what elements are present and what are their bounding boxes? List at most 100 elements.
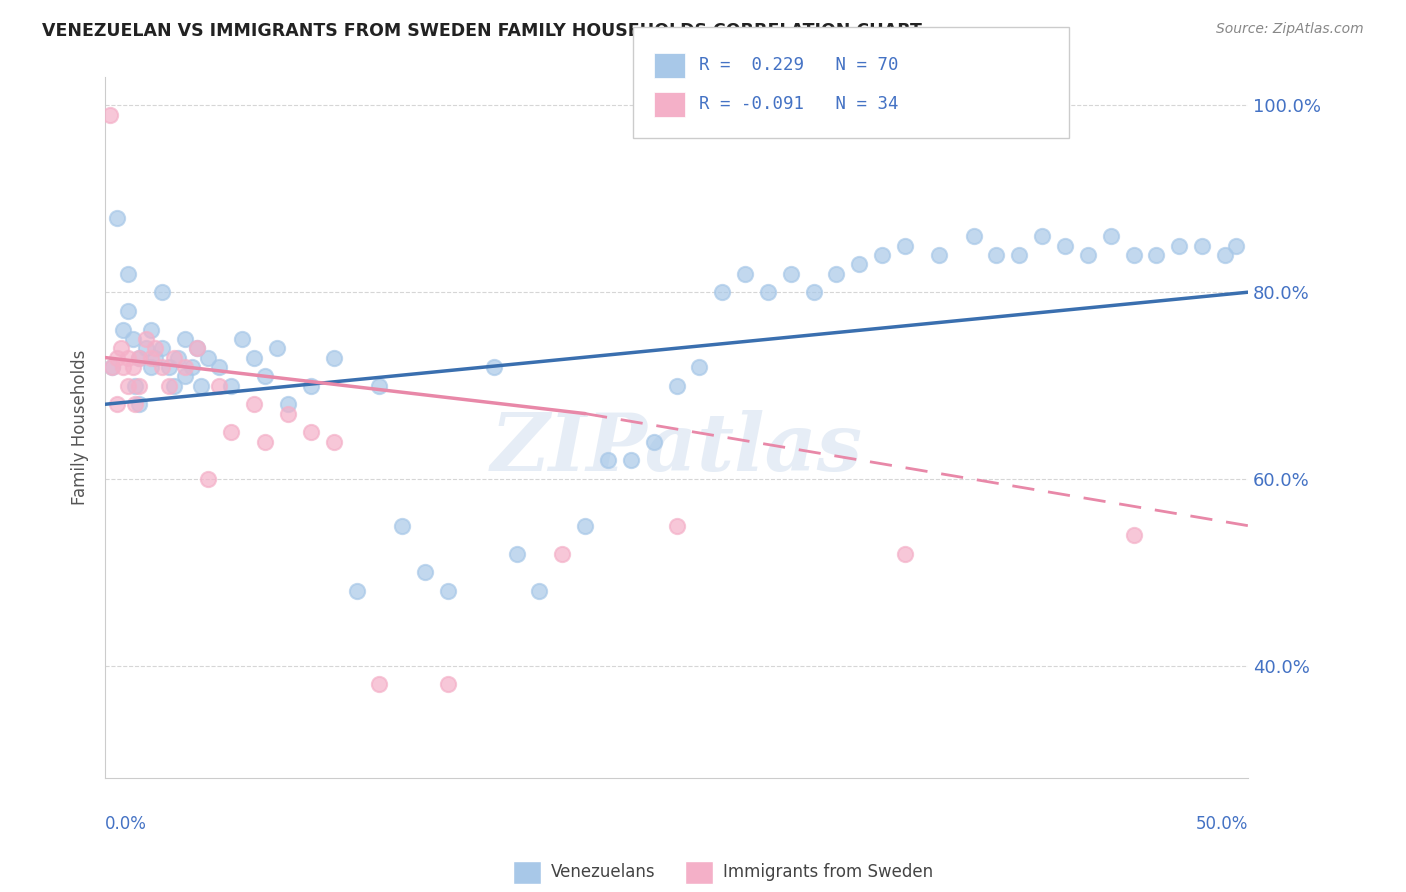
Point — [574, 518, 596, 533]
Point — [190, 378, 212, 392]
Text: Immigrants from Sweden: Immigrants from Sweden — [723, 863, 932, 881]
Point — [242, 351, 264, 365]
Point — [150, 359, 173, 374]
Point — [1144, 248, 1167, 262]
Point — [157, 359, 180, 374]
Point — [711, 285, 734, 300]
Point — [254, 369, 277, 384]
Point — [437, 677, 460, 691]
Point — [208, 359, 231, 374]
Point — [779, 267, 801, 281]
Point — [167, 351, 190, 365]
Point — [181, 359, 204, 374]
Point — [825, 267, 848, 281]
Point — [174, 369, 197, 384]
Point — [135, 341, 157, 355]
Point — [620, 453, 643, 467]
Point — [101, 359, 124, 374]
Point — [1031, 229, 1053, 244]
Point — [413, 566, 436, 580]
Point — [110, 341, 132, 355]
Point — [266, 341, 288, 355]
Point — [986, 248, 1008, 262]
Point — [128, 351, 150, 365]
Point — [870, 248, 893, 262]
Point — [734, 267, 756, 281]
Point — [117, 267, 139, 281]
Point — [322, 434, 344, 449]
Text: R =  0.229   N = 70: R = 0.229 N = 70 — [699, 56, 898, 74]
Point — [117, 351, 139, 365]
Text: R = -0.091   N = 34: R = -0.091 N = 34 — [699, 95, 898, 113]
Point — [208, 378, 231, 392]
Point — [1053, 238, 1076, 252]
Point — [121, 359, 143, 374]
Point — [186, 341, 208, 355]
Point — [322, 351, 344, 365]
Point — [145, 341, 167, 355]
Point — [139, 322, 162, 336]
Point — [128, 351, 150, 365]
Point — [112, 322, 135, 336]
Point — [299, 378, 322, 392]
Point — [117, 378, 139, 392]
Point — [121, 332, 143, 346]
Point — [186, 341, 208, 355]
Point — [299, 425, 322, 440]
Point — [1008, 248, 1031, 262]
Point — [163, 378, 186, 392]
Point — [368, 378, 391, 392]
Text: Source: ZipAtlas.com: Source: ZipAtlas.com — [1216, 22, 1364, 37]
Point — [688, 359, 710, 374]
Point — [277, 407, 299, 421]
Point — [219, 378, 242, 392]
Point — [124, 397, 146, 411]
Point — [1122, 528, 1144, 542]
Point — [117, 304, 139, 318]
Point — [139, 351, 162, 365]
Point — [1168, 238, 1191, 252]
Point — [135, 332, 157, 346]
Point — [105, 397, 128, 411]
Point — [1225, 238, 1247, 252]
Text: 50.0%: 50.0% — [1195, 815, 1249, 833]
Point — [665, 518, 688, 533]
Point — [150, 285, 173, 300]
Point — [174, 359, 197, 374]
Point — [1077, 248, 1099, 262]
Point — [197, 351, 219, 365]
Point — [1191, 238, 1213, 252]
Point — [105, 211, 128, 225]
Point — [128, 397, 150, 411]
Point — [145, 351, 167, 365]
Point — [1213, 248, 1236, 262]
Point — [105, 351, 128, 365]
Point — [242, 397, 264, 411]
Point — [277, 397, 299, 411]
Text: VENEZUELAN VS IMMIGRANTS FROM SWEDEN FAMILY HOUSEHOLDS CORRELATION CHART: VENEZUELAN VS IMMIGRANTS FROM SWEDEN FAM… — [42, 22, 922, 40]
Point — [231, 332, 253, 346]
Point — [219, 425, 242, 440]
Point — [346, 584, 368, 599]
Point — [139, 359, 162, 374]
Point — [1099, 229, 1122, 244]
Point — [665, 378, 688, 392]
Point — [928, 248, 950, 262]
Point — [848, 257, 870, 271]
Point — [643, 434, 665, 449]
Point — [756, 285, 779, 300]
Point — [505, 547, 527, 561]
Text: ZIPatlas: ZIPatlas — [491, 409, 863, 487]
Point — [551, 547, 574, 561]
Point — [254, 434, 277, 449]
Point — [894, 547, 917, 561]
Point — [529, 584, 551, 599]
Point — [124, 378, 146, 392]
Point — [391, 518, 413, 533]
Point — [174, 332, 197, 346]
Point — [98, 108, 121, 122]
Point — [803, 285, 825, 300]
Text: 0.0%: 0.0% — [105, 815, 148, 833]
Point — [112, 359, 135, 374]
Point — [128, 378, 150, 392]
